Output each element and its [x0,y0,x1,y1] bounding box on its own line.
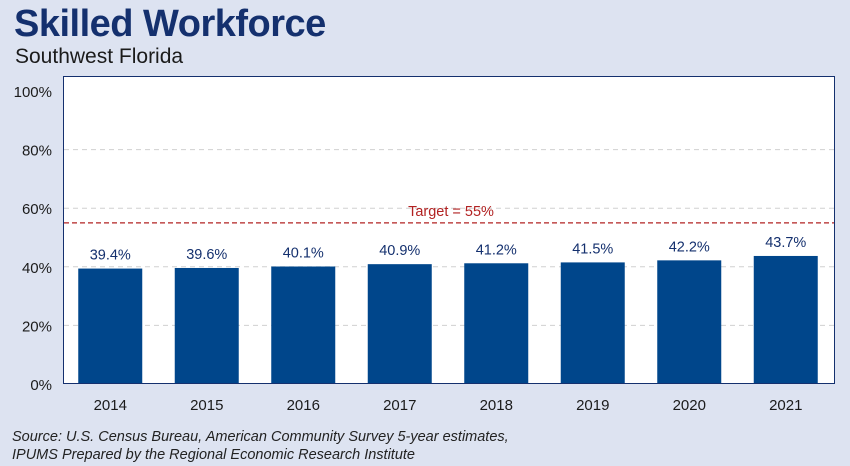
x-tick-label: 2020 [673,397,706,414]
y-tick-label: 100% [14,84,52,101]
y-tick-label: 20% [22,318,52,335]
x-tick-label: 2015 [190,397,223,414]
x-tick-label: 2018 [480,397,513,414]
bar [560,262,625,383]
x-tick-label: 2019 [576,397,609,414]
bar-value-label: 43.7% [765,235,806,251]
chart-title: Skilled Workforce [14,3,326,45]
x-tick-label: 2014 [94,397,127,414]
x-tick-label: 2016 [287,397,320,414]
bar [271,266,336,383]
bar-value-label: 40.9% [379,243,420,259]
source-line-1: Source: U.S. Census Bureau, American Com… [12,429,509,445]
bar-value-label: 41.2% [476,242,517,258]
y-tick-label: 0% [30,377,52,394]
chart-subtitle: Southwest Florida [15,45,184,68]
bar [78,268,143,383]
x-tick-label: 2017 [383,397,416,414]
bar [367,264,432,383]
bar [464,263,529,383]
y-tick-label: 60% [22,201,52,218]
bar [753,255,818,383]
bar-value-label: 42.2% [669,239,710,255]
y-tick-label: 80% [22,143,52,160]
bar-value-label: 40.1% [283,246,324,262]
bar [657,260,722,383]
source-line-2: IPUMS Prepared by the Regional Economic … [12,447,415,463]
source-note: Source: U.S. Census Bureau, American Com… [12,428,509,464]
bar-value-label: 39.4% [90,248,131,264]
bar [174,267,239,383]
target-label: Target = 55% [408,204,494,220]
y-tick-label: 40% [22,260,52,277]
bar-value-label: 39.6% [186,247,227,263]
x-tick-label: 2021 [769,397,802,414]
bar-value-label: 41.5% [572,241,613,257]
